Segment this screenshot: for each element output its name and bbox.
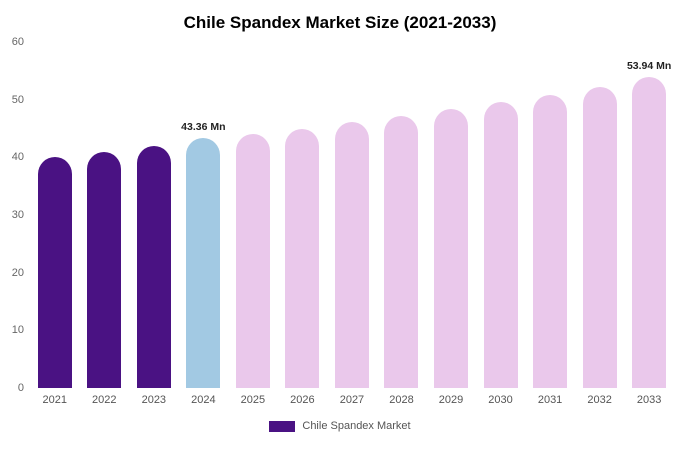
x-tick-label: 2027 (339, 394, 365, 406)
bar-slot (525, 42, 575, 388)
x-tick-label: 2024 (191, 394, 216, 406)
bar-2030 (483, 101, 518, 388)
bar-slot (80, 42, 130, 388)
bar-slot (377, 42, 427, 388)
y-tick-label: 30 (11, 209, 24, 221)
legend: Chile Spandex Market (0, 420, 680, 432)
y-axis: 0 10 20 30 40 50 60 (0, 36, 30, 394)
x-tick-label: 2031 (537, 394, 563, 406)
bar-2026 (285, 128, 320, 388)
bar-slot (228, 42, 278, 388)
y-tick-label: 50 (11, 93, 24, 106)
chart-area: 0 10 20 30 40 50 60 43.36 Mn 53.94 Mn (0, 36, 680, 394)
bar-value-label: 53.94 Mn (626, 59, 672, 72)
bar-2032 (582, 86, 617, 388)
bar-slot (426, 42, 476, 388)
x-tick-label: 2026 (290, 394, 315, 406)
y-tick-label: 60 (11, 36, 24, 48)
x-axis: 2021 2022 2023 2024 2025 2026 2027 2028 2029 2030… (30, 394, 680, 406)
x-tick-label: 2029 (438, 394, 464, 406)
bar-2027 (334, 122, 369, 388)
bar-2024 (186, 137, 221, 388)
chart-title: Chile Spandex Market Size (2021-2033) (183, 13, 497, 32)
bar-2031 (533, 95, 568, 388)
bar-value-label: 43.36 Mn (181, 120, 226, 133)
legend-swatch (269, 420, 296, 432)
bar-2021 (37, 157, 72, 388)
x-tick-label: 2022 (92, 394, 117, 406)
bar-slot (30, 42, 80, 388)
bar-slot (327, 42, 377, 388)
bar-slot: 53.94 Mn (624, 42, 674, 388)
x-tick-label: 2028 (389, 394, 414, 406)
x-tick-label: 2025 (240, 394, 266, 406)
bar-2029 (434, 108, 469, 388)
bar-slot (476, 42, 526, 388)
x-tick-label: 2032 (587, 394, 612, 406)
bar-2033 (632, 76, 667, 388)
x-tick-label: 2021 (42, 394, 67, 406)
y-tick-label: 0 (17, 382, 24, 394)
y-tick-label: 40 (11, 151, 24, 164)
plot-area: 43.36 Mn 53.94 Mn (30, 42, 680, 388)
bar-slot (129, 42, 179, 388)
bar-2022 (87, 152, 122, 388)
bar-slot (575, 42, 625, 388)
x-tick-label: 2033 (636, 394, 662, 406)
bar-slot (278, 42, 328, 388)
x-tick-label: 2030 (488, 394, 513, 406)
y-tick-label: 10 (11, 324, 24, 337)
y-tick-label: 20 (11, 266, 24, 279)
legend-label: Chile Spandex Market (302, 420, 411, 432)
bar-slot: 43.36 Mn (179, 42, 229, 388)
bar-2025 (235, 134, 270, 388)
x-tick-label: 2023 (141, 394, 167, 406)
bar-2028 (384, 115, 419, 388)
bar-2023 (136, 146, 171, 388)
